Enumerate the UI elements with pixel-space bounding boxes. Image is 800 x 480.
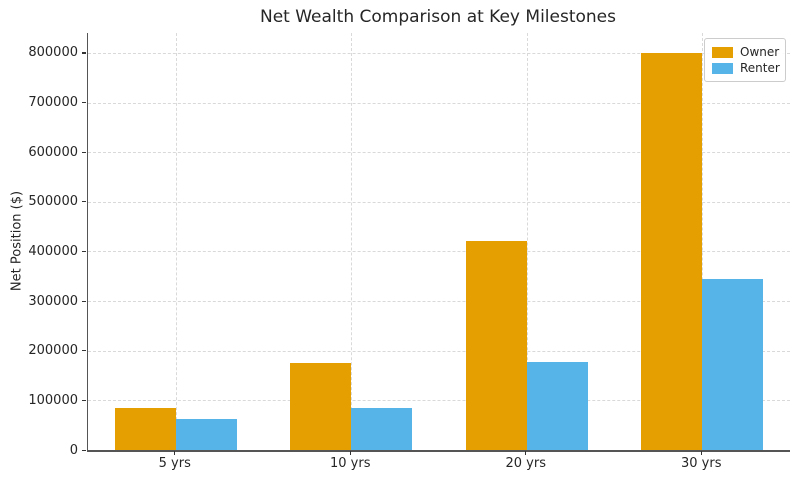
y-tick-mark (82, 52, 86, 54)
y-tick-mark (82, 201, 86, 203)
v-gridline (351, 33, 353, 450)
chart-title: Net Wealth Comparison at Key Milestones (260, 7, 616, 27)
h-gridline (88, 400, 790, 402)
bar-renter-10-yrs (351, 408, 413, 450)
h-gridline (88, 52, 790, 54)
y-tick-label: 500000 (28, 194, 78, 210)
x-tick-label: 20 yrs (505, 456, 547, 471)
legend-label: Owner (740, 45, 780, 59)
x-tick-mark (349, 451, 351, 455)
y-tick-label: 800000 (28, 45, 78, 61)
y-tick-mark (82, 102, 86, 104)
h-gridline (88, 251, 790, 253)
y-tick-mark (82, 449, 86, 451)
bar-owner-5-yrs (114, 407, 176, 450)
v-gridline (702, 33, 704, 450)
legend-label: Renter (740, 61, 780, 75)
h-gridline (88, 350, 790, 352)
y-tick-label: 400000 (28, 243, 78, 259)
y-tick-mark (82, 250, 86, 253)
bar-renter-20-yrs (526, 362, 588, 450)
y-tick-label: 0 (69, 442, 78, 458)
h-gridline (88, 152, 790, 154)
y-tick-label: 100000 (28, 392, 78, 408)
y-tick-mark (82, 151, 86, 153)
x-tick-mark (174, 451, 176, 455)
bar-renter-30-yrs (702, 279, 764, 450)
h-gridline (88, 102, 790, 104)
legend-row-owner: Owner (712, 44, 780, 60)
y-tick-mark (82, 300, 86, 302)
legend: Owner Renter (704, 38, 786, 82)
plot-area (87, 33, 790, 452)
renter-swatch-icon (712, 62, 733, 74)
y-tick-label: 300000 (28, 293, 78, 309)
owner-swatch-icon (712, 46, 733, 58)
legend-row-renter: Renter (712, 60, 780, 76)
y-tick-label: 600000 (28, 144, 78, 160)
x-tick-label: 10 yrs (330, 456, 371, 471)
v-gridline (526, 33, 528, 450)
y-tick-mark (82, 350, 86, 352)
y-tick-mark (82, 399, 86, 402)
y-tick-label: 700000 (28, 95, 78, 110)
h-gridline (88, 201, 790, 203)
x-tick-mark (700, 451, 702, 455)
bar-owner-30-yrs (641, 52, 703, 450)
v-gridline (175, 33, 177, 450)
y-tick-label: 200000 (28, 343, 78, 359)
legend-rows: Owner Renter (712, 44, 780, 76)
bar-owner-20-yrs (465, 241, 527, 450)
bar-owner-10-yrs (290, 363, 352, 450)
x-tick-mark (525, 451, 527, 455)
x-tick-label: 30 yrs (681, 456, 722, 471)
x-tick-label: 5 yrs (158, 456, 191, 471)
h-gridline (88, 301, 790, 303)
bar-renter-5-yrs (175, 419, 237, 450)
